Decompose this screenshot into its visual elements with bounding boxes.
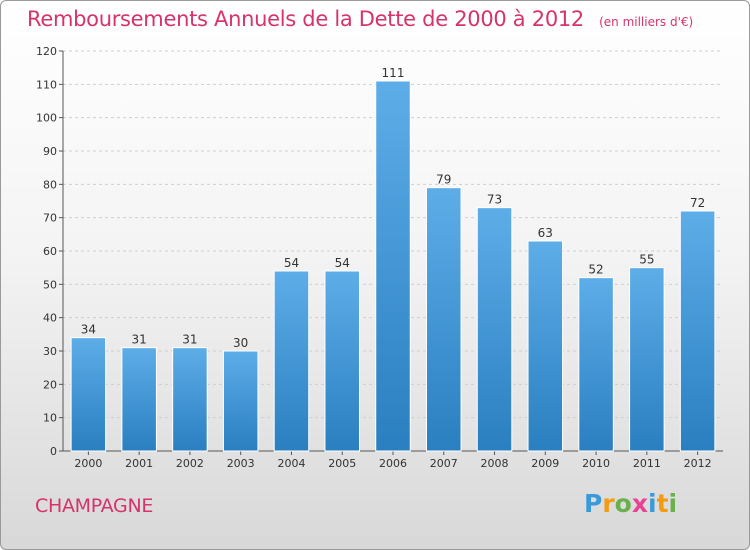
title-row: Remboursements Annuels de la Dette de 20… bbox=[27, 7, 693, 31]
x-tick-label: 2004 bbox=[277, 457, 305, 470]
logo-letter: r bbox=[602, 489, 615, 518]
bar bbox=[273, 270, 310, 452]
x-tick-label: 2005 bbox=[328, 457, 356, 470]
data-label: 72 bbox=[690, 196, 705, 210]
x-tick-label: 2011 bbox=[633, 457, 661, 470]
bar bbox=[222, 350, 259, 452]
data-label: 34 bbox=[81, 323, 96, 337]
bar bbox=[527, 240, 564, 452]
bar bbox=[121, 347, 157, 452]
bar bbox=[426, 187, 462, 452]
axes: 0 10 20 30 40 50 60 70 80 90 100 110 120 2000 2001 2002… bbox=[36, 45, 723, 470]
chart-unit: (en milliers d'€) bbox=[599, 15, 694, 29]
x-tick-label: 2008 bbox=[481, 457, 509, 470]
y-tick-label: 80 bbox=[43, 178, 57, 191]
bars bbox=[70, 80, 716, 452]
bar bbox=[578, 277, 614, 452]
x-tick-label: 2000 bbox=[74, 457, 102, 470]
bar bbox=[629, 267, 665, 452]
x-tick-label: 2003 bbox=[227, 457, 255, 470]
x-tick-label: 2006 bbox=[379, 457, 407, 470]
logo-letter: o bbox=[614, 489, 632, 518]
bar bbox=[375, 80, 411, 452]
x-tick-label: 2012 bbox=[684, 457, 712, 470]
logo-letter: i bbox=[648, 489, 657, 518]
y-tick-label: 20 bbox=[43, 378, 57, 391]
y-tick-label: 90 bbox=[43, 145, 57, 158]
x-tick-label: 2001 bbox=[125, 457, 153, 470]
data-label: 30 bbox=[233, 336, 248, 350]
data-label: 52 bbox=[588, 263, 603, 277]
logo-letter: x bbox=[631, 489, 648, 518]
logo-letter: t bbox=[656, 489, 669, 518]
data-label: 31 bbox=[182, 333, 197, 347]
bar bbox=[70, 337, 107, 452]
y-tick-label: 10 bbox=[43, 412, 57, 425]
logo-letter: i bbox=[668, 489, 678, 518]
data-label: 73 bbox=[487, 193, 502, 207]
bar bbox=[172, 347, 208, 452]
data-labels: 34 31 31 30 54 54 111 79 73 63 52 55 72 bbox=[81, 66, 706, 350]
bar bbox=[476, 207, 513, 452]
data-label: 111 bbox=[382, 66, 405, 80]
bar bbox=[679, 210, 716, 452]
y-tick-label: 40 bbox=[43, 312, 57, 325]
chart-title: Remboursements Annuels de la Dette de 20… bbox=[27, 7, 584, 31]
x-tick-label: 2007 bbox=[430, 457, 458, 470]
commune-name: CHAMPAGNE bbox=[35, 495, 154, 517]
bar bbox=[324, 270, 360, 452]
y-tick-label: 60 bbox=[43, 245, 57, 258]
x-tick-label: 2010 bbox=[582, 457, 610, 470]
data-label: 31 bbox=[132, 333, 147, 347]
y-tick-label: 30 bbox=[43, 345, 57, 358]
y-tick-label: 0 bbox=[50, 445, 57, 458]
data-label: 54 bbox=[284, 256, 299, 270]
y-tick-label: 50 bbox=[43, 278, 57, 291]
proxiti-logo[interactable]: Proxiti bbox=[584, 489, 677, 518]
data-label: 54 bbox=[335, 256, 350, 270]
x-tick-label: 2009 bbox=[531, 457, 559, 470]
x-tick-label: 2002 bbox=[176, 457, 204, 470]
data-label: 79 bbox=[436, 173, 451, 187]
y-tick-label: 110 bbox=[36, 78, 57, 91]
y-tick-label: 120 bbox=[36, 45, 57, 58]
data-label: 63 bbox=[538, 226, 553, 240]
y-tick-label: 70 bbox=[43, 212, 57, 225]
logo-letter: P bbox=[584, 489, 603, 518]
data-label: 55 bbox=[639, 253, 654, 267]
y-tick-label: 100 bbox=[36, 112, 57, 125]
